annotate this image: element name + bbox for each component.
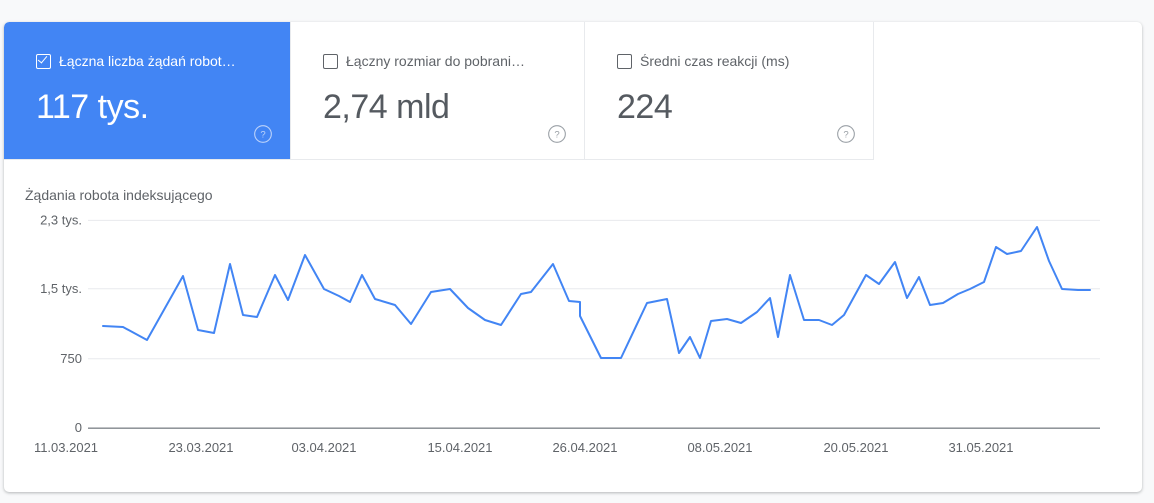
svg-text:23.03.2021: 23.03.2021 [168,440,233,455]
svg-text:?: ? [260,130,265,141]
svg-text:26.04.2021: 26.04.2021 [552,440,617,455]
svg-text:1,5 tys.: 1,5 tys. [40,281,82,296]
svg-text:11.03.2021: 11.03.2021 [34,440,98,455]
svg-text:20.05.2021: 20.05.2021 [823,440,888,455]
svg-text:0: 0 [75,420,82,435]
svg-text:?: ? [554,130,559,141]
svg-text:03.04.2021: 03.04.2021 [291,440,356,455]
svg-text:08.05.2021: 08.05.2021 [687,440,752,455]
svg-text:2,3 tys.: 2,3 tys. [40,212,82,227]
svg-text:15.04.2021: 15.04.2021 [427,440,492,455]
svg-text:?: ? [843,130,848,141]
svg-text:31.05.2021: 31.05.2021 [948,440,1013,455]
svg-text:750: 750 [60,351,82,366]
